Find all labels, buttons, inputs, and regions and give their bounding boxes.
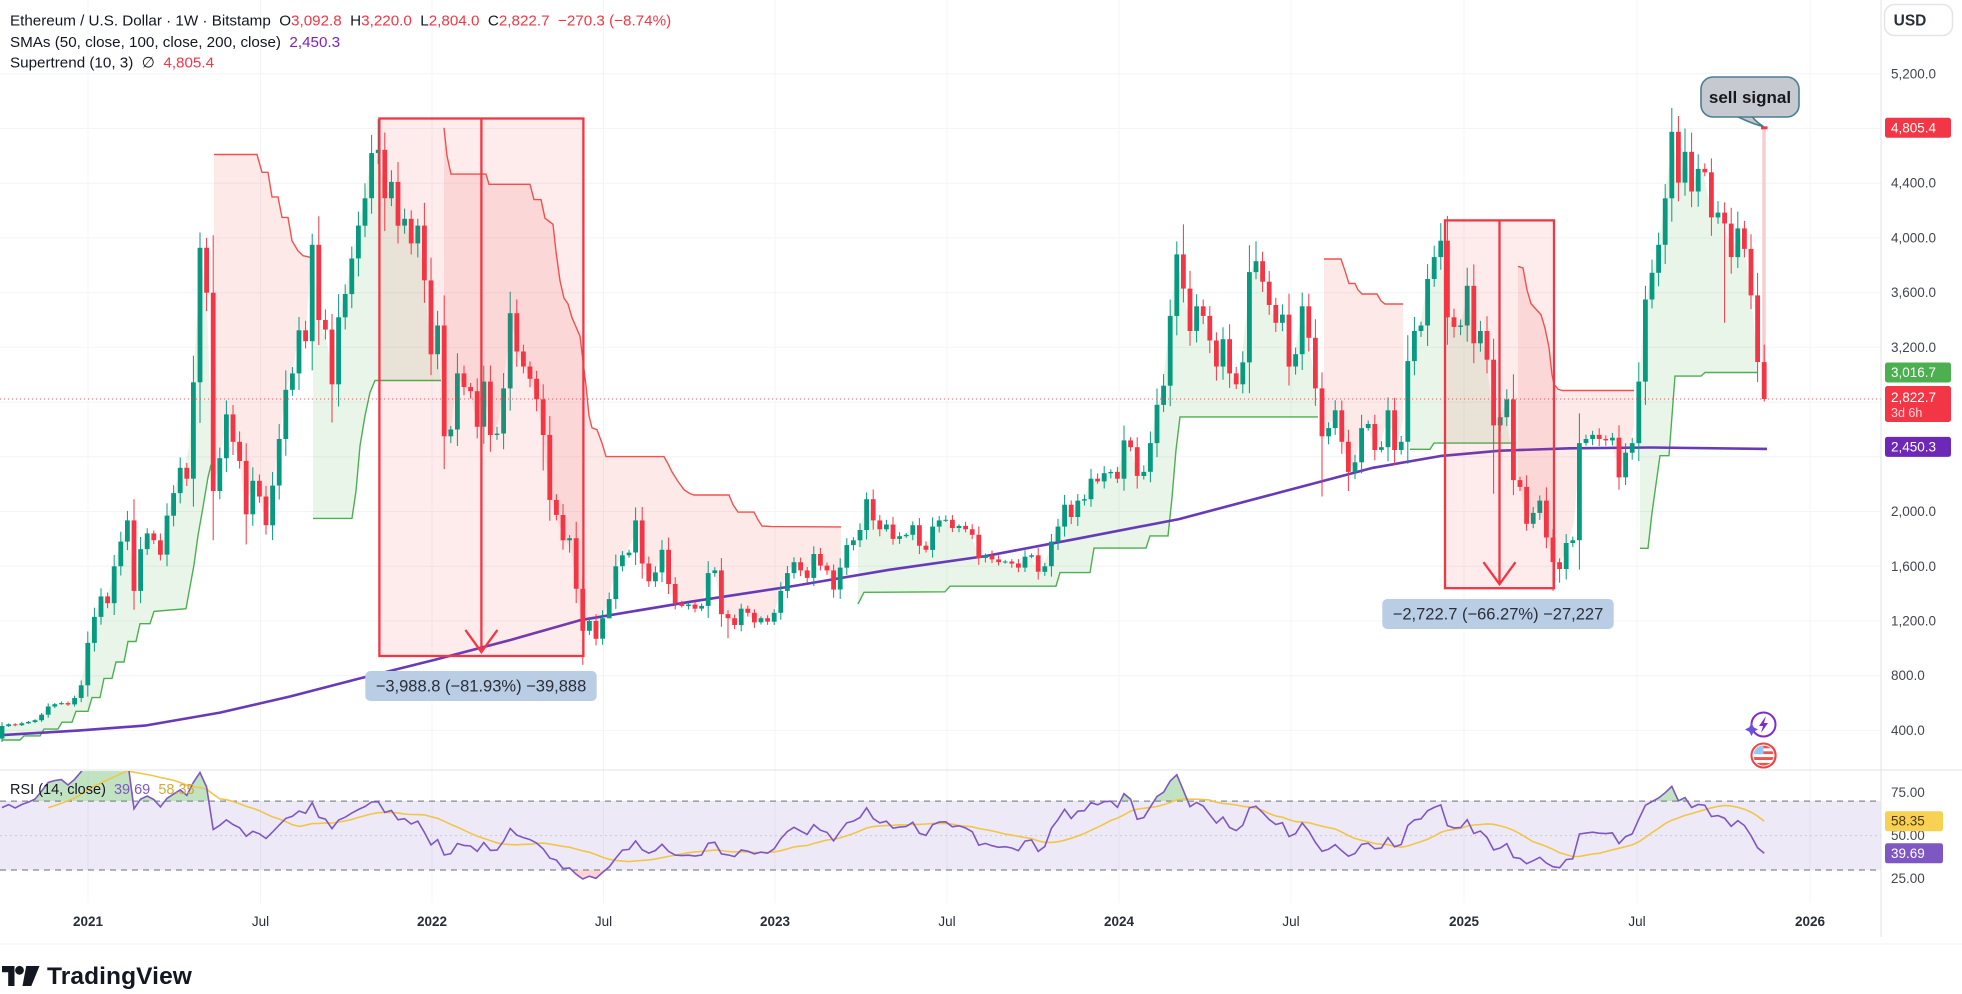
svg-text:2,450.3: 2,450.3 — [1891, 439, 1936, 454]
svg-text:Jul: Jul — [252, 914, 269, 929]
svg-text:4,805.4: 4,805.4 — [1891, 120, 1937, 135]
svg-text:Jul: Jul — [595, 914, 612, 929]
svg-text:Supertrend (10, 3) ∅ 4,805.4: Supertrend (10, 3) ∅ 4,805.4 — [10, 55, 214, 72]
svg-text:1,600.0: 1,600.0 — [1891, 559, 1936, 574]
svg-text:SMAs (50, close, 100, close, 2: SMAs (50, close, 100, close, 200, close)… — [10, 34, 340, 51]
svg-text:USD: USD — [1894, 13, 1927, 30]
svg-text:4,400.0: 4,400.0 — [1891, 176, 1936, 191]
svg-text:−3,988.8 (−81.93%) −39,888: −3,988.8 (−81.93%) −39,888 — [376, 678, 587, 696]
svg-text:4,000.0: 4,000.0 — [1891, 230, 1936, 245]
svg-text:−2,722.7 (−66.27%) −27,227: −2,722.7 (−66.27%) −27,227 — [1393, 606, 1604, 624]
svg-text:50.00: 50.00 — [1891, 828, 1925, 843]
svg-text:2025: 2025 — [1449, 914, 1480, 929]
svg-text:3,600.0: 3,600.0 — [1891, 285, 1936, 300]
svg-text:3d 6h: 3d 6h — [1891, 406, 1922, 420]
svg-text:800.0: 800.0 — [1891, 668, 1925, 683]
svg-text:sell signal: sell signal — [1709, 88, 1791, 107]
svg-text:75.00: 75.00 — [1891, 785, 1925, 800]
svg-text:2026: 2026 — [1795, 914, 1826, 929]
svg-text:3,200.0: 3,200.0 — [1891, 340, 1936, 355]
svg-text:400.0: 400.0 — [1891, 723, 1925, 738]
svg-text:25.00: 25.00 — [1891, 871, 1925, 886]
svg-text:2024: 2024 — [1104, 914, 1135, 929]
svg-text:58.35: 58.35 — [1891, 814, 1925, 829]
svg-text:Jul: Jul — [1628, 914, 1645, 929]
svg-text:1,200.0: 1,200.0 — [1891, 614, 1936, 629]
svg-text:2023: 2023 — [760, 914, 791, 929]
svg-text:2,822.7: 2,822.7 — [1891, 390, 1936, 405]
svg-text:5,200.0: 5,200.0 — [1891, 66, 1936, 81]
svg-text:3,016.7: 3,016.7 — [1891, 365, 1936, 380]
svg-text:Jul: Jul — [938, 914, 955, 929]
svg-text:Ethereum / U.S. Dollar · 1W ·: Ethereum / U.S. Dollar · 1W · Bitstamp O… — [10, 13, 671, 30]
svg-text:Jul: Jul — [1282, 914, 1299, 929]
svg-text:TradingView: TradingView — [47, 963, 193, 990]
svg-text:39.69: 39.69 — [1891, 846, 1925, 861]
svg-text:2022: 2022 — [417, 914, 447, 929]
svg-text:2021: 2021 — [73, 914, 104, 929]
svg-text:2,000.0: 2,000.0 — [1891, 504, 1936, 519]
svg-text:RSI (14, close) 39.69 58.35: RSI (14, close) 39.69 58.35 — [10, 782, 195, 798]
